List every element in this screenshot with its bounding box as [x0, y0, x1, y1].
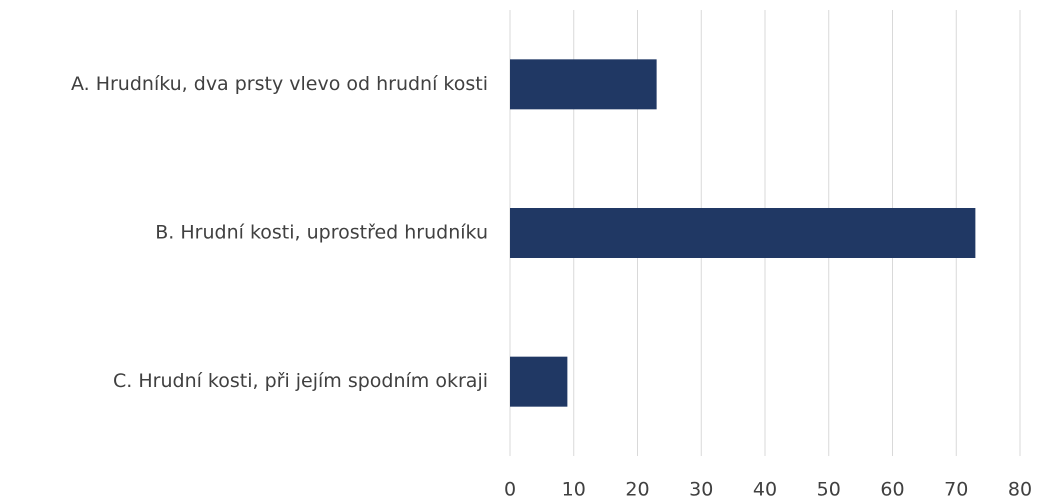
x-tick-label: 50 — [817, 479, 841, 501]
y-tick-label: C. Hrudní kosti, při jejím spodním okraj… — [113, 370, 488, 392]
bar — [510, 356, 568, 407]
x-tick-label: 80 — [1008, 479, 1032, 501]
x-tick-label: 0 — [504, 479, 516, 501]
x-tick-label: 30 — [689, 479, 713, 501]
bar — [510, 208, 976, 258]
y-tick-label: A. Hrudníku, dva prsty vlevo od hrudní k… — [71, 73, 488, 95]
x-tick-label: 20 — [625, 479, 649, 501]
y-tick-label: B. Hrudní kosti, uprostřed hrudníku — [155, 222, 488, 244]
bar — [510, 59, 657, 110]
x-tick-label: 10 — [562, 479, 586, 501]
x-tick-label: 70 — [944, 479, 968, 501]
x-tick-label: 40 — [753, 479, 777, 501]
x-tick-label: 60 — [880, 479, 904, 501]
